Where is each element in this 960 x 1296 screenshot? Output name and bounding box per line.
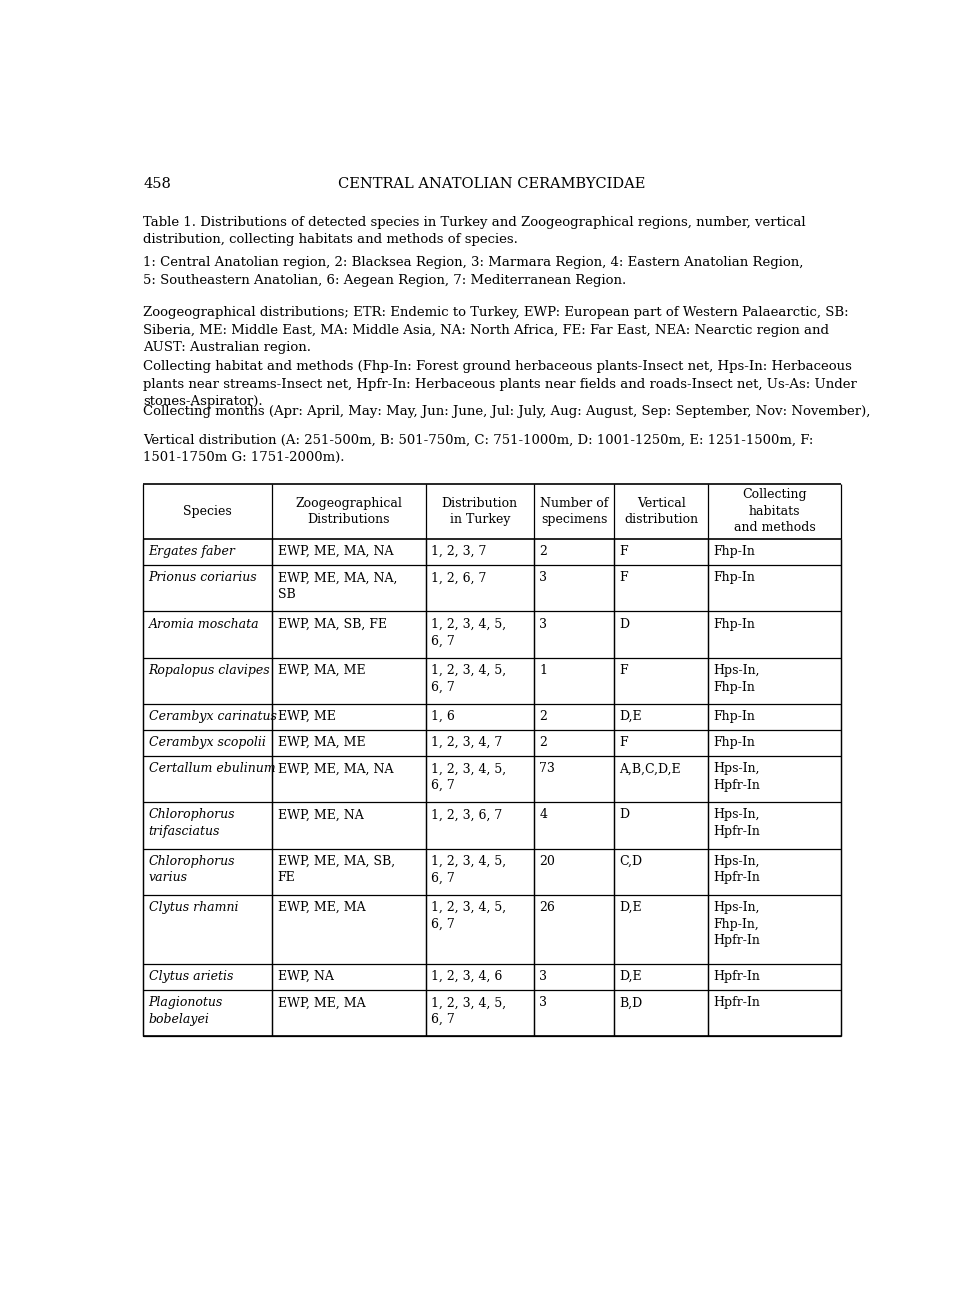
Text: Certallum ebulinum: Certallum ebulinum	[149, 762, 276, 775]
Text: Collecting months (Apr: April, May: May, Jun: June, Jul: July, Aug: August, Sep:: Collecting months (Apr: April, May: May,…	[143, 404, 871, 419]
Text: Hps-In,
Hpfr-In: Hps-In, Hpfr-In	[713, 762, 760, 792]
Text: CENTRAL ANATOLIAN CERAMBYCIDAE: CENTRAL ANATOLIAN CERAMBYCIDAE	[338, 178, 646, 191]
Text: 3: 3	[540, 617, 547, 631]
Text: Ergates faber: Ergates faber	[149, 546, 235, 559]
Text: 1, 2, 3, 4, 5,
6, 7: 1, 2, 3, 4, 5, 6, 7	[431, 762, 506, 792]
Text: Chlorophorus
trifasciatus: Chlorophorus trifasciatus	[149, 809, 235, 839]
Text: EWP, MA, ME: EWP, MA, ME	[277, 736, 366, 749]
Text: D: D	[619, 809, 630, 822]
Text: Clytus rhamni: Clytus rhamni	[149, 901, 238, 914]
Text: 1, 2, 3, 6, 7: 1, 2, 3, 6, 7	[431, 809, 502, 822]
Text: 26: 26	[540, 901, 555, 914]
Text: Collecting
habitats
and methods: Collecting habitats and methods	[733, 489, 815, 534]
Text: C,D: C,D	[619, 854, 642, 868]
Text: 1, 2, 3, 4, 5,
6, 7: 1, 2, 3, 4, 5, 6, 7	[431, 854, 506, 884]
Text: Table 1. Distributions of detected species in Turkey and Zoogeographical regions: Table 1. Distributions of detected speci…	[143, 215, 805, 246]
Text: A,B,C,D,E: A,B,C,D,E	[619, 762, 681, 775]
Text: Number of
specimens: Number of specimens	[540, 496, 608, 526]
Text: Cerambyx carinatus: Cerambyx carinatus	[149, 710, 276, 723]
Text: Fhp-In: Fhp-In	[713, 617, 756, 631]
Text: 1, 2, 3, 4, 5,
6, 7: 1, 2, 3, 4, 5, 6, 7	[431, 617, 506, 647]
Text: Fhp-In: Fhp-In	[713, 572, 756, 584]
Text: Clytus arietis: Clytus arietis	[149, 971, 233, 984]
Text: F: F	[619, 572, 628, 584]
Text: Species: Species	[183, 504, 232, 518]
Text: Chlorophorus
varius: Chlorophorus varius	[149, 854, 235, 884]
Text: Plagionotus
bobelayei: Plagionotus bobelayei	[149, 997, 223, 1026]
Text: Hpfr-In: Hpfr-In	[713, 971, 760, 984]
Text: Hps-In,
Hpfr-In: Hps-In, Hpfr-In	[713, 854, 760, 884]
Text: 458: 458	[143, 178, 171, 191]
Text: 3: 3	[540, 572, 547, 584]
Text: Fhp-In: Fhp-In	[713, 736, 756, 749]
Text: Distribution
in Turkey: Distribution in Turkey	[442, 496, 517, 526]
Text: 1, 2, 3, 4, 5,
6, 7: 1, 2, 3, 4, 5, 6, 7	[431, 901, 506, 931]
Text: 4: 4	[540, 809, 547, 822]
Text: Prionus coriarius: Prionus coriarius	[149, 572, 257, 584]
Text: Hpfr-In: Hpfr-In	[713, 997, 760, 1010]
Text: EWP, ME, NA: EWP, ME, NA	[277, 809, 364, 822]
Text: Zoogeographical
Distributions: Zoogeographical Distributions	[296, 496, 402, 526]
Text: EWP, MA, SB, FE: EWP, MA, SB, FE	[277, 617, 387, 631]
Text: 1: 1	[540, 664, 547, 677]
Text: D,E: D,E	[619, 901, 642, 914]
Text: 2: 2	[540, 546, 547, 559]
Text: Aromia moschata: Aromia moschata	[149, 617, 259, 631]
Text: Collecting habitat and methods (Fhp-In: Forest ground herbaceous plants-Insect n: Collecting habitat and methods (Fhp-In: …	[143, 360, 857, 408]
Text: EWP, ME, MA: EWP, ME, MA	[277, 901, 366, 914]
Text: EWP, ME: EWP, ME	[277, 710, 336, 723]
Text: 1: Central Anatolian region, 2: Blacksea Region, 3: Marmara Region, 4: Eastern A: 1: Central Anatolian region, 2: Blacksea…	[143, 257, 804, 286]
Text: EWP, ME, MA, SB,
FE: EWP, ME, MA, SB, FE	[277, 854, 395, 884]
Text: EWP, ME, MA, NA,
SB: EWP, ME, MA, NA, SB	[277, 572, 397, 601]
Text: 1, 2, 3, 4, 5,
6, 7: 1, 2, 3, 4, 5, 6, 7	[431, 997, 506, 1026]
Text: 3: 3	[540, 997, 547, 1010]
Text: Fhp-In: Fhp-In	[713, 710, 756, 723]
Text: 1, 2, 3, 7: 1, 2, 3, 7	[431, 546, 487, 559]
Text: 1, 2, 3, 4, 5,
6, 7: 1, 2, 3, 4, 5, 6, 7	[431, 664, 506, 693]
Text: 73: 73	[540, 762, 555, 775]
Text: F: F	[619, 546, 628, 559]
Text: D: D	[619, 617, 630, 631]
Text: Zoogeographical distributions; ETR: Endemic to Turkey, EWP: European part of Wes: Zoogeographical distributions; ETR: Ende…	[143, 306, 849, 354]
Text: Cerambyx scopolii: Cerambyx scopolii	[149, 736, 266, 749]
Text: 1, 6: 1, 6	[431, 710, 455, 723]
Text: D,E: D,E	[619, 710, 642, 723]
Text: 1, 2, 3, 4, 7: 1, 2, 3, 4, 7	[431, 736, 502, 749]
Text: F: F	[619, 664, 628, 677]
Text: 1, 2, 6, 7: 1, 2, 6, 7	[431, 572, 487, 584]
Text: 2: 2	[540, 736, 547, 749]
Text: 3: 3	[540, 971, 547, 984]
Text: B,D: B,D	[619, 997, 643, 1010]
Text: D,E: D,E	[619, 971, 642, 984]
Text: EWP, ME, MA: EWP, ME, MA	[277, 997, 366, 1010]
Text: Fhp-In: Fhp-In	[713, 546, 756, 559]
Text: Hps-In,
Fhp-In: Hps-In, Fhp-In	[713, 664, 760, 693]
Text: 2: 2	[540, 710, 547, 723]
Text: Vertical
distribution: Vertical distribution	[624, 496, 698, 526]
Text: Hps-In,
Hpfr-In: Hps-In, Hpfr-In	[713, 809, 760, 839]
Text: Ropalopus clavipes: Ropalopus clavipes	[149, 664, 271, 677]
Text: 20: 20	[540, 854, 555, 868]
Text: 1, 2, 3, 4, 6: 1, 2, 3, 4, 6	[431, 971, 502, 984]
Text: EWP, MA, ME: EWP, MA, ME	[277, 664, 366, 677]
Text: F: F	[619, 736, 628, 749]
Text: Vertical distribution (A: 251-500m, B: 501-750m, C: 751-1000m, D: 1001-1250m, E:: Vertical distribution (A: 251-500m, B: 5…	[143, 433, 814, 464]
Text: Hps-In,
Fhp-In,
Hpfr-In: Hps-In, Fhp-In, Hpfr-In	[713, 901, 760, 947]
Text: EWP, ME, MA, NA: EWP, ME, MA, NA	[277, 546, 394, 559]
Text: EWP, NA: EWP, NA	[277, 971, 333, 984]
Text: EWP, ME, MA, NA: EWP, ME, MA, NA	[277, 762, 394, 775]
